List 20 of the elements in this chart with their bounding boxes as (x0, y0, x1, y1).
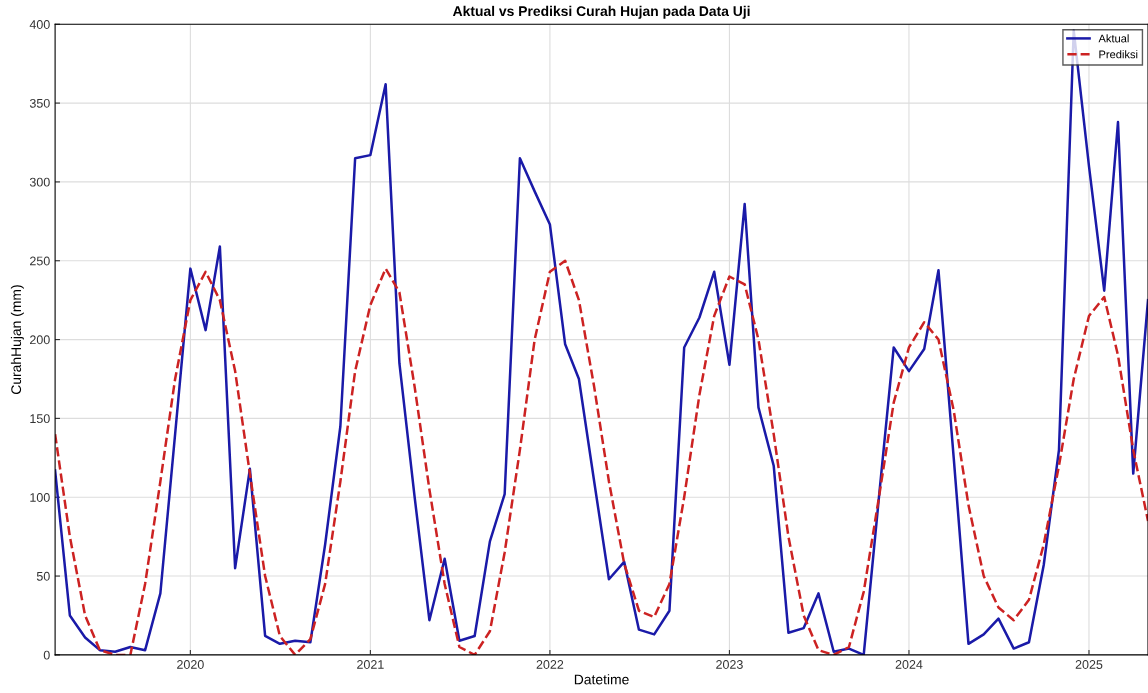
y-tick-label: 100 (30, 493, 50, 502)
x-axis-title: Datetime (574, 674, 629, 685)
x-tick-label: 2025 (1075, 660, 1103, 669)
legend-label: Aktual (1098, 34, 1129, 43)
x-tick-label: 2021 (357, 660, 384, 669)
y-tick-label: 200 (30, 335, 50, 345)
legend-label: Prediksi (1099, 50, 1138, 59)
y-tick-label: 150 (30, 414, 50, 424)
y-tick-label: 300 (29, 177, 50, 187)
y-tick-label: 50 (36, 571, 50, 581)
y-tick-label: 250 (30, 256, 50, 266)
y-tick-label: 350 (29, 98, 50, 108)
x-tick-label: 2024 (895, 660, 923, 669)
x-tick-label: 2020 (177, 660, 204, 669)
chart-title: Aktual vs Prediksi Curah Hujan pada Data Uji (452, 5, 750, 19)
x-tick-label: 2022 (536, 660, 564, 669)
y-tick-label: 400 (29, 20, 50, 29)
x-tick-label: 2023 (716, 660, 743, 669)
y-tick-label: 0 (43, 650, 50, 660)
y-axis-title: CurahHujan (mm) (10, 285, 24, 395)
